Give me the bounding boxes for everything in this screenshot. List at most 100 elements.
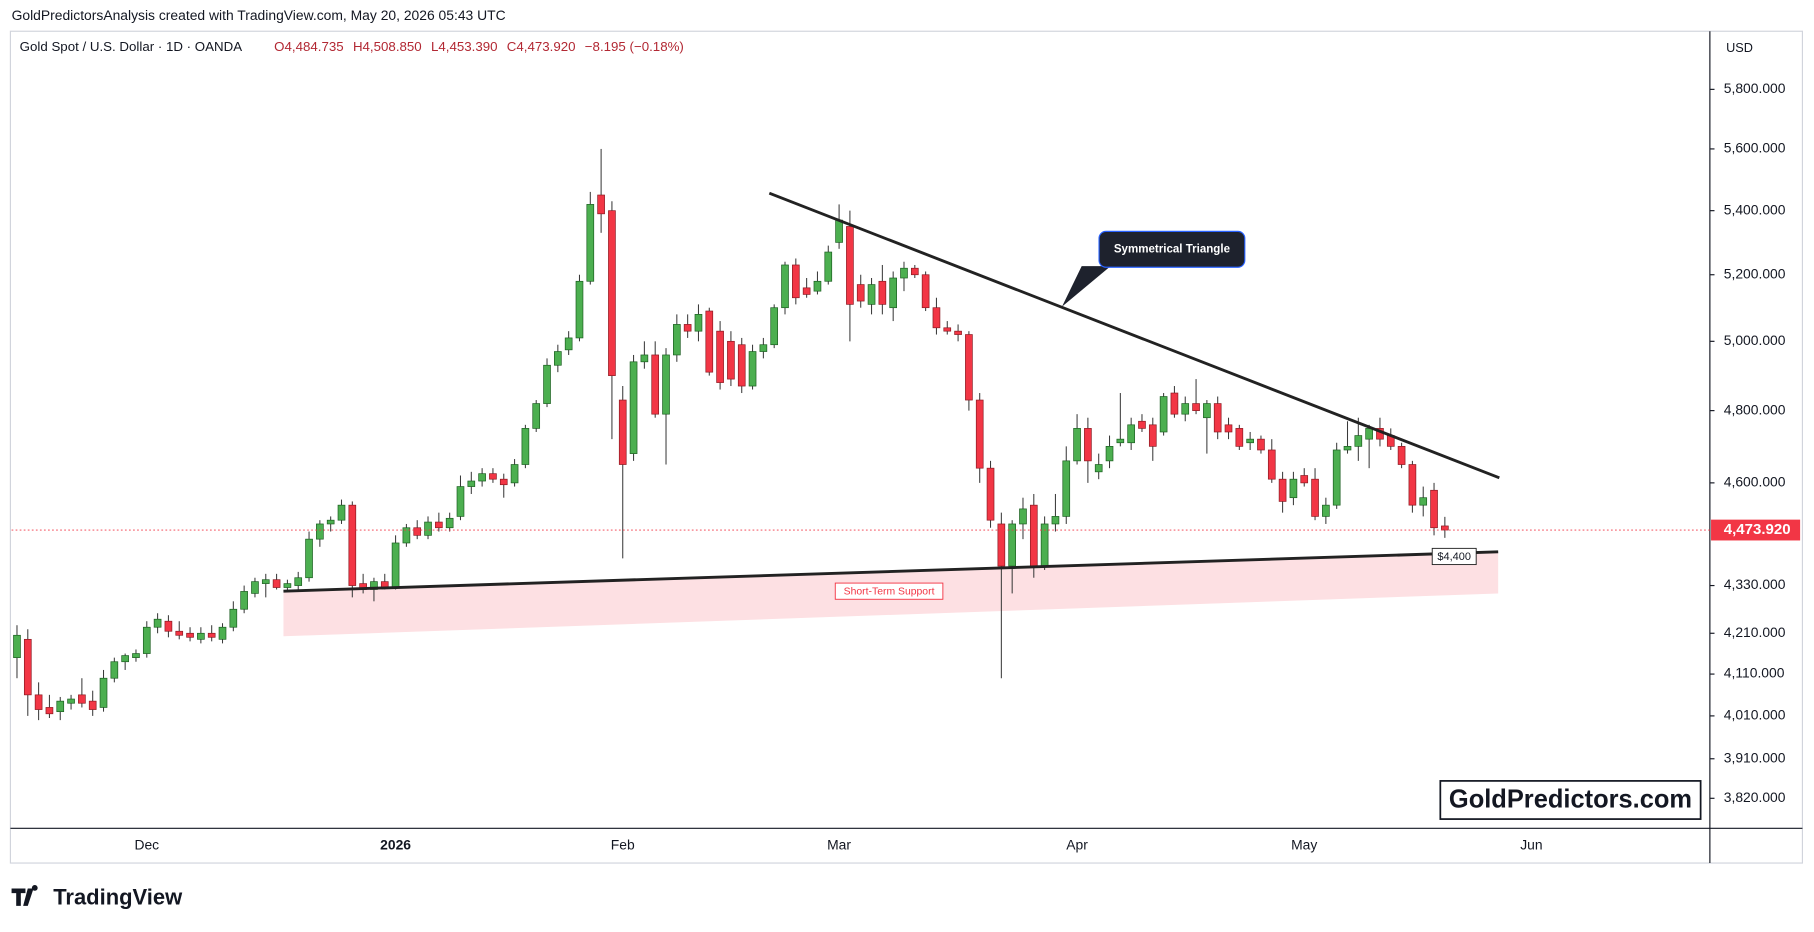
- candle-body: [975, 399, 984, 469]
- candle-body: [456, 486, 465, 517]
- candle-body: [499, 478, 508, 486]
- candle-body: [67, 698, 75, 704]
- candle-body: [489, 473, 497, 480]
- attribution: GoldPredictorsAnalysis created with Trad…: [12, 7, 506, 23]
- currency: USD: [1726, 40, 1753, 55]
- candle-body: [316, 523, 324, 540]
- candle-body: [1008, 523, 1016, 567]
- candle-body: [1343, 446, 1352, 451]
- candle-body: [521, 428, 530, 465]
- y-tick-label: 5,000.000: [1724, 332, 1786, 348]
- y-tick-label: 3,910.000: [1724, 749, 1786, 765]
- candle-body: [251, 581, 259, 594]
- support-label-box: [834, 582, 944, 600]
- candle-body: [45, 707, 54, 715]
- x-tick-label: Mar: [827, 836, 851, 852]
- candle-body: [229, 608, 238, 628]
- candle-body: [1419, 497, 1428, 506]
- candle-body: [1148, 424, 1157, 447]
- candle-body: [402, 527, 411, 544]
- candle-body: [824, 251, 833, 282]
- support-label: Short-Term Support: [844, 587, 935, 598]
- candle-body: [629, 361, 638, 454]
- candle-body: [965, 334, 973, 401]
- y-tick-label: 5,600.000: [1724, 140, 1786, 156]
- candle-body: [921, 274, 930, 309]
- callout-text: Symmetrical Triangle: [1114, 243, 1231, 255]
- candle-body: [1094, 464, 1103, 473]
- candle-body: [673, 324, 681, 356]
- logo-mark: [11, 885, 38, 906]
- y-tick-label: 5,400.000: [1724, 201, 1786, 217]
- candle-body: [337, 504, 346, 521]
- logo: TradingView: [11, 885, 183, 910]
- candle-body: [532, 403, 541, 429]
- candles: [13, 148, 1449, 721]
- candle-body: [13, 634, 21, 658]
- candle-body: [1300, 475, 1309, 484]
- candle-body: [835, 219, 843, 243]
- candle-body: [986, 467, 995, 521]
- candle-body: [856, 284, 865, 302]
- candle-body: [770, 307, 779, 346]
- y-tick-label: 5,200.000: [1724, 265, 1786, 281]
- candle-body: [1029, 504, 1038, 567]
- candle-body: [164, 620, 173, 632]
- y-tick-label: 4,800.000: [1724, 401, 1786, 417]
- header-value: H4,508.850: [353, 39, 422, 54]
- level-label-box: [1431, 547, 1477, 566]
- logo-text: TradingView: [53, 885, 183, 910]
- candle-body: [283, 583, 292, 588]
- x-tick-label: May: [1291, 836, 1317, 852]
- candle-body: [445, 517, 454, 529]
- last-price-label: 4,473.920: [1724, 521, 1791, 538]
- y-tick-label: 4,010.000: [1724, 707, 1786, 723]
- callout-box: [1098, 230, 1246, 268]
- candle-body: [435, 521, 443, 529]
- candle-body: [1267, 449, 1276, 480]
- level-label: $4,400: [1437, 551, 1471, 563]
- candle-body: [1073, 428, 1081, 462]
- y-tick-label: 3,820.000: [1724, 789, 1786, 805]
- candle-body: [391, 542, 400, 588]
- candle-body: [1278, 478, 1287, 502]
- candle-body: [759, 344, 768, 352]
- candle-body: [261, 579, 270, 584]
- candle-body: [597, 194, 605, 215]
- candle-body: [197, 632, 205, 640]
- candle-body: [586, 204, 595, 282]
- candle-body: [348, 504, 357, 586]
- candle-body: [510, 464, 519, 484]
- candle-body: [564, 337, 573, 351]
- candle-body: [1257, 438, 1265, 451]
- x-tick-label: Feb: [611, 836, 635, 852]
- candle-body: [23, 638, 32, 696]
- candle-body: [792, 264, 800, 299]
- last-price-box: [1711, 519, 1801, 541]
- candle-body: [1116, 438, 1125, 444]
- candle-body: [737, 344, 746, 387]
- candle-body: [1051, 516, 1060, 525]
- candle-body: [294, 577, 303, 586]
- callout-pointer: [1062, 266, 1111, 307]
- candle-body: [1105, 446, 1114, 462]
- candle-body: [56, 700, 65, 713]
- candle-body: [110, 661, 119, 679]
- candle-body: [1213, 403, 1222, 433]
- y-tick-label: 4,330.000: [1724, 576, 1786, 592]
- x-tick-label: Dec: [134, 836, 159, 852]
- candle-body: [1224, 424, 1233, 433]
- candle-body: [1235, 428, 1244, 447]
- candle-body: [1062, 460, 1071, 517]
- candle-body: [1354, 435, 1363, 447]
- candle-body: [326, 519, 335, 525]
- candle-body: [640, 354, 649, 363]
- header-value: L4,453.390: [431, 39, 498, 54]
- candle-body: [1192, 403, 1200, 411]
- candle-body: [889, 277, 897, 309]
- candle-body: [1365, 428, 1373, 440]
- candle-body: [802, 287, 811, 295]
- candle-body: [1084, 428, 1092, 462]
- candle-body: [207, 632, 216, 638]
- candle-body: [1203, 403, 1211, 419]
